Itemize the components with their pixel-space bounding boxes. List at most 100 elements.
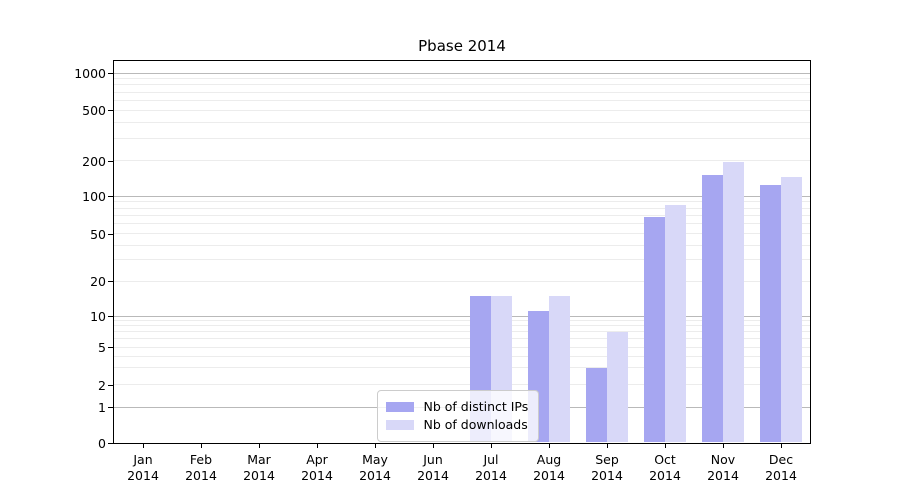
y-tick-mark: [108, 160, 113, 162]
x-tick-month: Sep: [595, 452, 619, 467]
x-tick-mark: [490, 443, 492, 448]
x-tick-year: 2014: [127, 468, 159, 483]
y-tick-mark: [108, 73, 113, 75]
y-tick-label: 10: [90, 309, 106, 324]
minor-gridline: [113, 244, 810, 246]
y-tick-label: 20: [90, 274, 106, 289]
minor-gridline: [113, 346, 810, 348]
minor-gridline: [113, 121, 810, 123]
bar-distinct-ips-oct: [643, 216, 665, 443]
x-tick-mark: [374, 443, 376, 448]
major-gridline: [113, 72, 810, 74]
bar-downloads-sep: [606, 331, 628, 443]
y-tick-label: 1: [98, 400, 106, 415]
minor-gridline: [113, 84, 810, 86]
x-tick-mark: [200, 443, 202, 448]
x-tick-label: Jul 2014: [462, 452, 520, 484]
x-tick-year: 2014: [475, 468, 507, 483]
x-tick-label: Aug 2014: [520, 452, 578, 484]
x-tick-year: 2014: [765, 468, 797, 483]
minor-gridline: [113, 367, 810, 369]
x-tick-label: Nov 2014: [694, 452, 752, 484]
minor-gridline: [113, 384, 810, 385]
minor-gridline: [113, 214, 810, 216]
x-tick-mark: [780, 443, 782, 448]
legend-swatch-downloads: [385, 419, 414, 430]
x-tick-mark: [722, 443, 724, 448]
x-tick-year: 2014: [243, 468, 275, 483]
x-tick-label: Mar 2014: [230, 452, 288, 484]
y-tick-mark: [108, 233, 113, 235]
x-tick-year: 2014: [533, 468, 565, 483]
y-tick-mark: [108, 110, 113, 112]
x-tick-label: Oct 2014: [636, 452, 694, 484]
x-tick-month: Oct: [654, 452, 676, 467]
x-tick-month: Jun: [423, 452, 443, 467]
bar-downloads-nov: [722, 161, 744, 443]
x-tick-label: Dec 2014: [752, 452, 810, 484]
x-tick-year: 2014: [591, 468, 623, 483]
minor-gridline: [113, 259, 810, 261]
x-tick-year: 2014: [185, 468, 217, 483]
y-tick-label: 0: [98, 435, 106, 451]
y-tick-mark: [108, 347, 113, 349]
bar-distinct-ips-sep: [585, 367, 607, 443]
x-tick-month: Nov: [710, 452, 736, 467]
plot-area: Nb of distinct IPs Nb of downloads: [112, 59, 811, 444]
x-tick-month: Apr: [306, 452, 328, 467]
bar-downloads-dec: [780, 176, 802, 443]
x-tick-mark: [142, 443, 144, 448]
x-tick-label: Jan 2014: [114, 452, 172, 484]
legend-swatch-distinct-ips: [385, 401, 414, 412]
bar-downloads-aug: [548, 295, 570, 443]
x-tick-month: Aug: [536, 452, 562, 467]
y-tick-mark: [108, 281, 113, 283]
y-tick-label: 200: [82, 153, 106, 169]
legend-entry-distinct-ips: Nb of distinct IPs: [385, 398, 529, 416]
x-tick-label: Sep 2014: [578, 452, 636, 484]
legend: Nb of distinct IPs Nb of downloads: [376, 389, 540, 442]
x-tick-year: 2014: [707, 468, 739, 483]
major-gridline: [113, 315, 810, 317]
minor-gridline: [113, 320, 810, 322]
y-tick-mark: [108, 316, 113, 318]
x-tick-mark: [258, 443, 260, 448]
y-tick-label: 50: [90, 226, 106, 242]
minor-gridline: [113, 325, 810, 327]
x-tick-month: Jan: [133, 452, 153, 467]
minor-gridline: [113, 233, 810, 234]
x-tick-label: Apr 2014: [288, 452, 346, 484]
minor-gridline: [113, 201, 810, 203]
minor-gridline: [113, 355, 810, 357]
major-gridline: [113, 195, 810, 197]
x-tick-mark: [664, 443, 666, 448]
minor-gridline: [113, 91, 810, 93]
bar-distinct-ips-dec: [759, 184, 781, 443]
x-tick-mark: [606, 443, 608, 448]
y-tick-label: 2: [98, 377, 106, 393]
y-tick-mark: [108, 407, 113, 409]
minor-gridline: [113, 207, 810, 209]
x-tick-month: Jul: [483, 452, 499, 467]
minor-gridline: [113, 137, 810, 139]
bar-downloads-oct: [664, 204, 686, 443]
minor-gridline: [113, 78, 810, 80]
x-tick-month: Mar: [247, 452, 271, 467]
minor-gridline: [113, 223, 810, 225]
x-tick-label: May 2014: [346, 452, 404, 484]
x-tick-year: 2014: [649, 468, 681, 483]
x-tick-year: 2014: [301, 468, 333, 483]
y-tick-label: 1000: [74, 66, 106, 81]
minor-gridline: [113, 109, 810, 111]
minor-gridline: [113, 338, 810, 340]
y-tick-label: 500: [82, 103, 106, 118]
x-tick-mark: [432, 443, 434, 448]
legend-label-distinct-ips: Nb of distinct IPs: [423, 399, 529, 414]
minor-gridline: [113, 99, 810, 101]
minor-gridline: [113, 160, 810, 161]
y-tick-label: 100: [82, 189, 106, 204]
x-tick-label: Jun 2014: [404, 452, 462, 484]
x-tick-month: Feb: [189, 452, 213, 467]
y-tick-mark: [108, 196, 113, 198]
